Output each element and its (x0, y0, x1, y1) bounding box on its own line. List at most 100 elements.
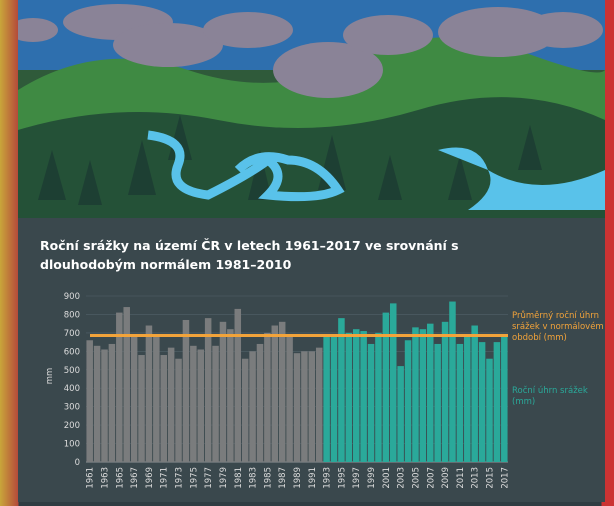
x-tick-label: 1999 (367, 467, 377, 489)
x-tick-label: 1973 (175, 467, 185, 489)
bar (286, 334, 293, 462)
bar (293, 353, 301, 462)
bar (471, 325, 478, 462)
x-tick-label: 2007 (426, 467, 436, 489)
x-tick-label: 1975 (189, 467, 199, 489)
x-tick-label: 1979 (219, 467, 229, 489)
bar (441, 321, 449, 462)
x-tick-label: 2009 (441, 467, 451, 489)
bar (338, 318, 345, 462)
bar (256, 343, 264, 462)
bar (315, 347, 323, 462)
bar (412, 327, 419, 462)
bar (360, 331, 367, 462)
x-tick-label: 1961 (86, 467, 96, 489)
bar (404, 340, 412, 462)
bar (382, 312, 390, 462)
bar (241, 358, 249, 462)
bar (352, 329, 360, 462)
x-tick-label: 2005 (411, 467, 421, 489)
y-axis-label: mm (45, 368, 55, 385)
bar (227, 329, 234, 462)
x-tick-label: 1963 (101, 467, 111, 489)
bar (93, 345, 101, 462)
bar (145, 325, 153, 462)
x-tick-label: 1995 (337, 467, 347, 489)
x-tick-label: 2001 (382, 467, 392, 489)
x-tick-label: 2015 (485, 467, 495, 489)
bar (271, 325, 279, 462)
legend-entry: Roční úhrn srážek (mm) (512, 386, 588, 407)
bar (116, 312, 123, 462)
y-tick-label: 600 (64, 347, 80, 357)
x-tick-label: 1997 (352, 467, 362, 489)
y-tick-label: 100 (64, 440, 80, 450)
bar (190, 345, 197, 462)
bar (323, 336, 330, 462)
bar (397, 366, 404, 462)
bar (182, 319, 190, 462)
y-tick-label: 500 (64, 366, 80, 376)
bar (212, 345, 219, 462)
y-tick-label: 700 (64, 329, 80, 339)
x-tick-label: 1977 (204, 467, 214, 489)
bar (419, 329, 427, 462)
x-tick-label: 1967 (130, 467, 140, 489)
y-tick-label: 400 (64, 384, 80, 394)
bar (330, 336, 338, 462)
x-tick-label: 1983 (249, 467, 259, 489)
y-tick-label: 200 (64, 421, 80, 431)
illustration (18, 0, 605, 218)
bar (249, 351, 256, 462)
bar (130, 336, 138, 462)
bar (375, 332, 382, 462)
x-tick-label: 2013 (471, 467, 481, 489)
y-tick-label: 300 (64, 403, 80, 413)
x-tick-label: 2017 (500, 467, 510, 489)
bar (427, 323, 434, 462)
bar (153, 334, 160, 462)
bar (308, 351, 316, 462)
bar (456, 343, 464, 462)
x-tick-label: 1991 (308, 467, 318, 489)
bar (167, 347, 175, 462)
bar (234, 308, 242, 462)
bar (464, 336, 471, 462)
bar (301, 351, 308, 462)
bar (493, 342, 501, 462)
bar (175, 358, 182, 462)
x-tick-label: 2003 (397, 467, 407, 489)
bar (219, 321, 227, 462)
bar (449, 301, 456, 462)
bar (123, 307, 130, 462)
x-tick-label: 1969 (145, 467, 155, 489)
bar (108, 343, 116, 462)
bar (434, 343, 441, 462)
bar (389, 303, 397, 462)
bar (345, 332, 353, 462)
y-tick-label: 800 (64, 310, 80, 320)
x-tick-label: 1987 (278, 467, 288, 489)
x-tick-label: 1965 (115, 467, 125, 489)
bar (86, 340, 93, 462)
bar (160, 355, 167, 462)
bar (478, 342, 486, 462)
reference-legend: Průměrný roční úhrn srážek v normálovém … (512, 311, 604, 343)
bar (204, 318, 212, 462)
bar (197, 349, 205, 462)
bar (138, 355, 145, 462)
y-tick-label: 900 (64, 292, 80, 302)
bar (486, 358, 493, 462)
x-tick-label: 1981 (234, 467, 244, 489)
x-tick-label: 1985 (263, 467, 273, 489)
bar (278, 321, 286, 462)
x-tick-label: 1989 (293, 467, 303, 489)
x-tick-label: 1971 (160, 467, 170, 489)
bar (501, 336, 508, 462)
bar (264, 332, 271, 462)
bar (101, 349, 108, 462)
bar (367, 343, 375, 462)
x-tick-label: 2011 (456, 467, 466, 489)
